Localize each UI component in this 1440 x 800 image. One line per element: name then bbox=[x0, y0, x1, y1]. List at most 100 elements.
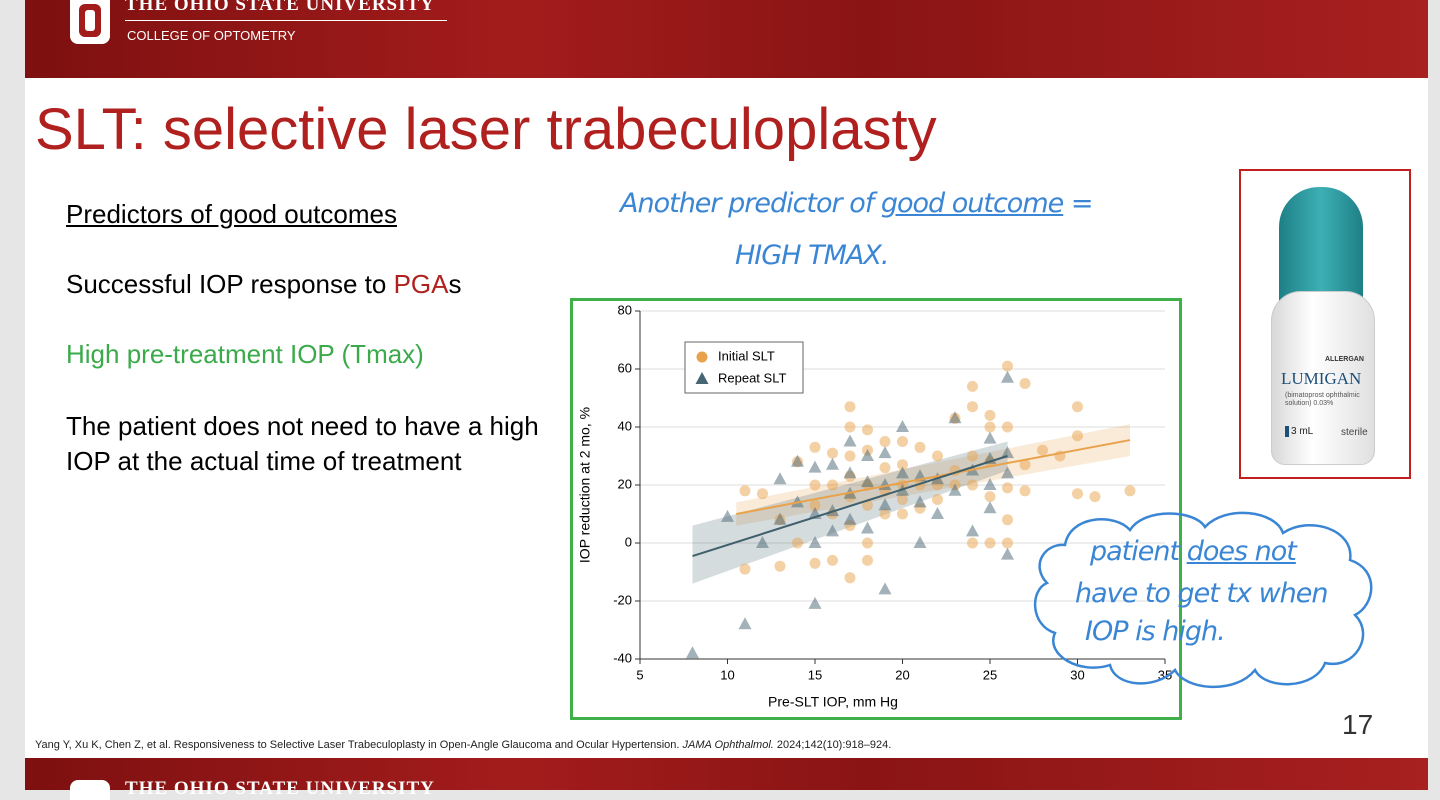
point bbox=[808, 460, 822, 473]
point bbox=[1001, 547, 1014, 560]
point bbox=[984, 409, 996, 421]
point bbox=[896, 420, 909, 432]
point bbox=[861, 475, 874, 488]
y-tick-label: 60 bbox=[618, 360, 632, 375]
cloud bbox=[1033, 511, 1373, 689]
text: Yang Y, Xu K, Chen Z, et al. Responsiven… bbox=[35, 739, 680, 751]
maker: ALLERGAN bbox=[1325, 356, 1364, 363]
point bbox=[984, 421, 996, 433]
y-axis-label: IOP reduction at 2 mo, % bbox=[577, 407, 593, 563]
x-tick-label: 5 bbox=[636, 667, 643, 682]
point bbox=[896, 466, 909, 479]
point bbox=[967, 380, 978, 392]
y-tick-label: -20 bbox=[613, 592, 632, 607]
point bbox=[983, 501, 997, 514]
sterile: sterile bbox=[1341, 427, 1368, 438]
point bbox=[1019, 378, 1031, 389]
point bbox=[914, 441, 926, 453]
point bbox=[844, 421, 856, 433]
description: (bimatoprost ophthalmic solution) 0.03% bbox=[1285, 392, 1360, 407]
point bbox=[1001, 370, 1014, 383]
point bbox=[1002, 537, 1013, 549]
point bbox=[844, 401, 856, 413]
point bbox=[1002, 421, 1013, 433]
text: Successful IOP response to bbox=[66, 269, 394, 299]
product-image: ALLERGAN LUMIGAN (bimatoprost ophthalmic… bbox=[1239, 169, 1411, 479]
legend-label: Repeat SLT bbox=[718, 370, 786, 385]
x-tick-label: 20 bbox=[895, 667, 909, 682]
y-tick-label: 80 bbox=[618, 302, 632, 317]
text: = bbox=[1070, 188, 1094, 219]
point bbox=[1002, 360, 1013, 372]
point bbox=[1001, 446, 1014, 459]
x-tick-label: 30 bbox=[1070, 667, 1084, 682]
point bbox=[967, 479, 978, 491]
college-name: COLLEGE OF OPTOMETRY bbox=[127, 28, 296, 43]
point bbox=[808, 596, 822, 609]
text: JAMA Ophthalmol. bbox=[682, 739, 774, 751]
page-number: 17 bbox=[1342, 709, 1374, 740]
point bbox=[826, 524, 839, 537]
point bbox=[897, 508, 908, 520]
point bbox=[1089, 491, 1101, 503]
point bbox=[897, 459, 908, 471]
point bbox=[862, 554, 873, 566]
point bbox=[879, 462, 891, 474]
bullet: High pre-treatment IOP (Tmax) bbox=[66, 339, 424, 369]
point bbox=[774, 560, 786, 572]
point bbox=[686, 646, 699, 659]
point bbox=[967, 401, 978, 413]
x-tick-label: 15 bbox=[808, 667, 822, 682]
point bbox=[1001, 466, 1014, 479]
point bbox=[739, 485, 751, 497]
point bbox=[1019, 459, 1031, 471]
point bbox=[1019, 485, 1031, 497]
confidence-band bbox=[736, 424, 1130, 526]
point bbox=[861, 449, 874, 461]
point bbox=[1037, 444, 1048, 456]
point bbox=[966, 524, 979, 537]
point bbox=[773, 512, 787, 525]
point bbox=[931, 507, 944, 519]
point bbox=[862, 537, 873, 549]
point bbox=[827, 479, 838, 491]
point bbox=[879, 508, 891, 520]
point bbox=[878, 446, 892, 459]
point bbox=[861, 521, 874, 534]
slide-title: SLT: selective laser trabeculoplasty bbox=[35, 97, 937, 162]
point bbox=[843, 434, 857, 447]
logo bbox=[70, 0, 110, 44]
point bbox=[843, 466, 857, 479]
bullet: The patient does not need to have a high… bbox=[66, 411, 539, 476]
point bbox=[983, 431, 997, 444]
text: patient bbox=[1090, 536, 1180, 567]
point bbox=[967, 450, 978, 462]
legend-box bbox=[684, 341, 804, 394]
point bbox=[879, 436, 891, 447]
point bbox=[878, 498, 892, 511]
text: 2024;142(10):918–924. bbox=[776, 739, 892, 751]
legend-label: Initial SLT bbox=[718, 348, 775, 363]
handwritten-note: have to get tx when bbox=[1075, 578, 1329, 609]
point bbox=[808, 536, 822, 548]
y-tick-label: 20 bbox=[618, 476, 632, 491]
point bbox=[984, 537, 996, 549]
university-name: THE OHIO STATE UNIVERSITY bbox=[125, 0, 435, 15]
volume: 3 mL bbox=[1285, 426, 1313, 437]
point bbox=[897, 494, 908, 505]
point bbox=[897, 436, 908, 447]
point bbox=[844, 450, 856, 462]
citation: Yang Y, Xu K, Chen Z, et al. Responsiven… bbox=[35, 739, 891, 751]
text: Another predictor of bbox=[620, 188, 874, 219]
point bbox=[739, 563, 751, 575]
x-tick-label: 10 bbox=[720, 667, 734, 682]
point bbox=[1072, 401, 1083, 413]
point bbox=[862, 499, 873, 511]
fit-line bbox=[736, 439, 1131, 515]
point bbox=[913, 495, 927, 508]
point bbox=[826, 457, 839, 470]
point bbox=[983, 478, 997, 490]
y-tick-label: -40 bbox=[613, 650, 632, 665]
